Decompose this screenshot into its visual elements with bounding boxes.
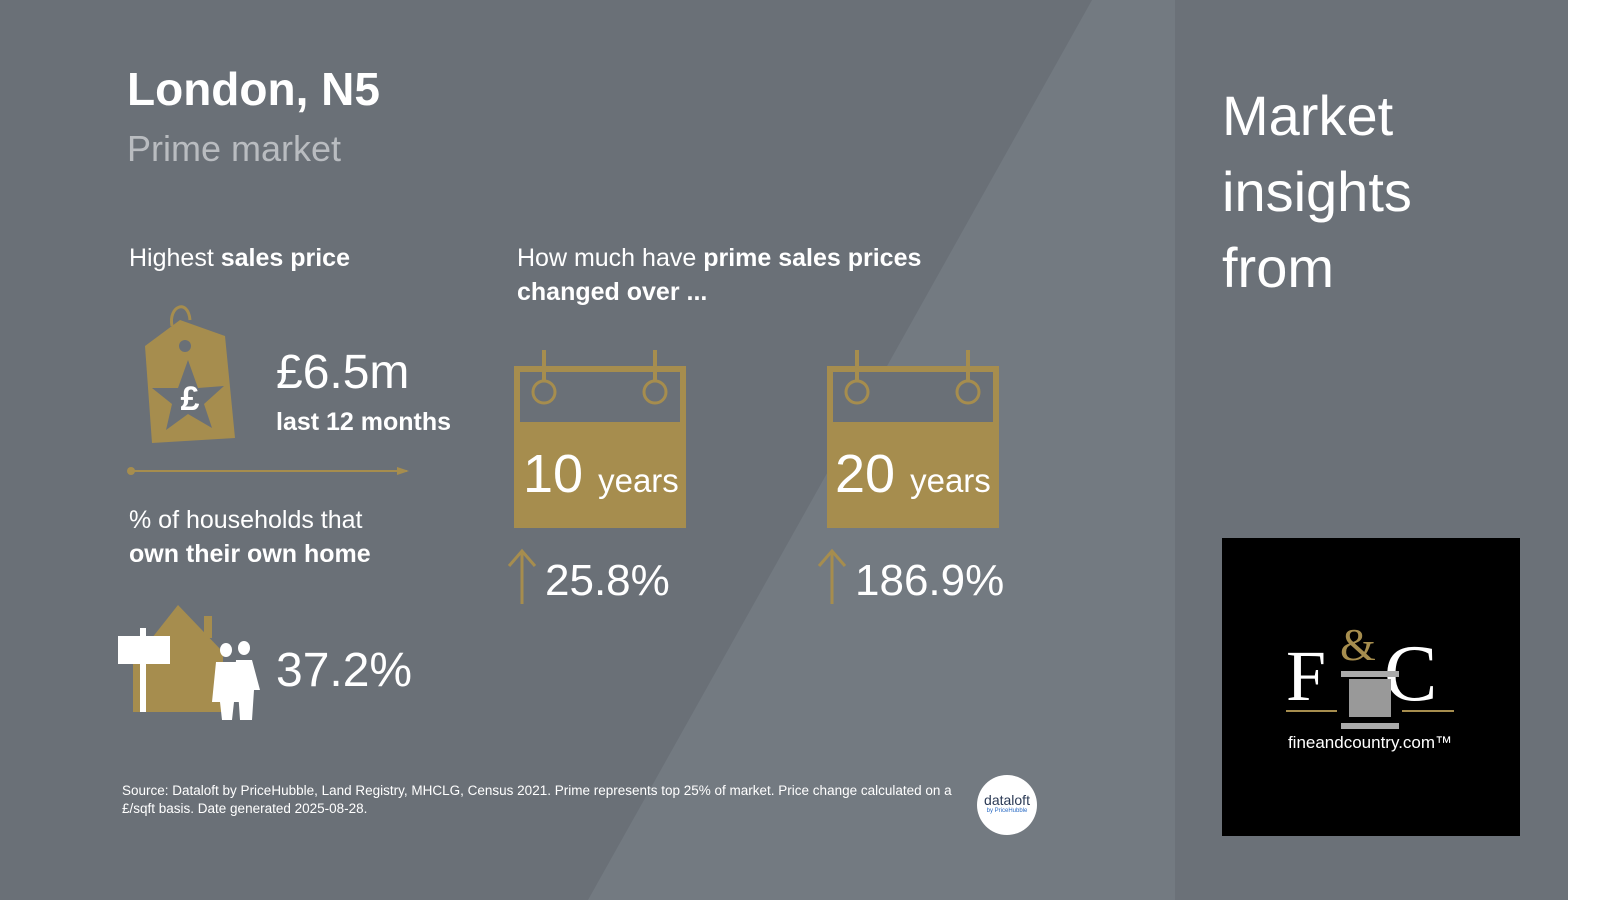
highest-label: Highest sales price (129, 244, 350, 272)
house-sale-icon (118, 605, 260, 720)
arrow-up-icon (507, 548, 537, 604)
dataloft-badge: dataloft by PriceHubble (977, 775, 1037, 835)
calendar-20-years: 20 years (827, 350, 999, 528)
highest-value: £6.5m (276, 346, 410, 399)
price-tag-icon: £ (145, 305, 235, 443)
arrow-up-icon (817, 548, 847, 604)
side-title: Market insights from (1222, 84, 1412, 299)
source-note: Source: Dataloft by PriceHubble, Land Re… (122, 783, 952, 816)
change-label: How much have prime sales prices changed… (517, 244, 922, 306)
calendar-10-years: 10 years (514, 350, 686, 528)
edge (1568, 0, 1600, 900)
svg-text:F: F (1286, 636, 1326, 716)
change-10-value: 25.8% (545, 556, 670, 605)
page-title: London, N5 (127, 63, 380, 115)
logo-mark-icon: F C & fineandcountry.com™ (1286, 619, 1454, 752)
fine-and-country-logo: F C & fineandcountry.com™ (1222, 538, 1520, 836)
svg-text:£: £ (181, 380, 200, 418)
page-subtitle: Prime market (127, 128, 342, 169)
highest-period: last 12 months (276, 408, 452, 436)
svg-text:fineandcountry.com™: fineandcountry.com™ (1288, 733, 1452, 752)
calendar-icon (827, 350, 999, 528)
ownership-label: % of households that own their own home (129, 506, 371, 568)
svg-text:&: & (1340, 619, 1376, 670)
calendar-icon (514, 350, 686, 528)
ownership-value: 37.2% (276, 644, 413, 697)
divider-arrow (127, 467, 409, 475)
change-20-value: 186.9% (855, 556, 1005, 605)
